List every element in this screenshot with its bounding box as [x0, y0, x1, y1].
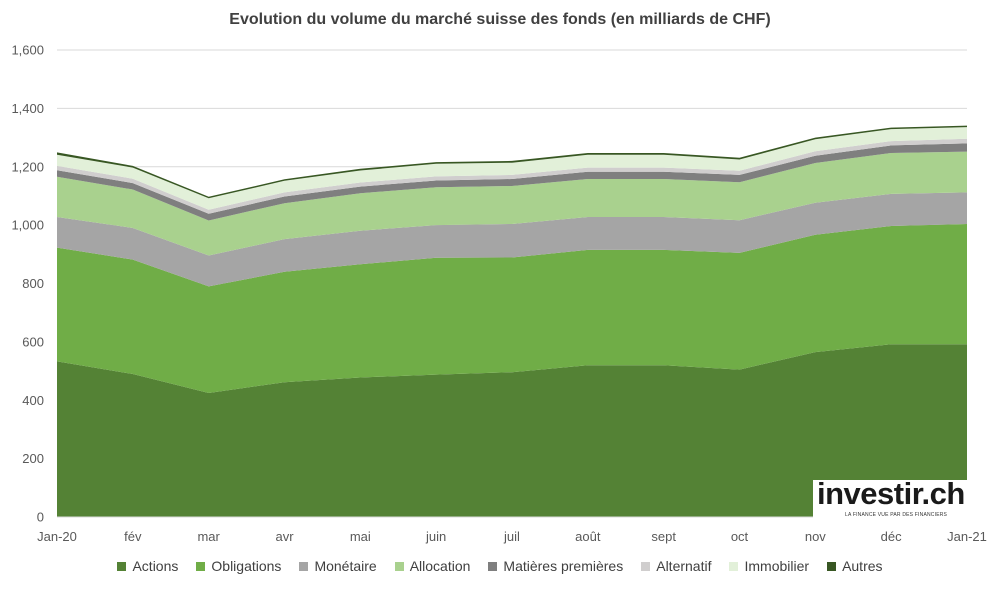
legend-item: Immobilier — [729, 558, 809, 574]
legend-item: Monétaire — [299, 558, 377, 574]
legend-swatch — [196, 561, 206, 571]
legend-item: Matières premières — [488, 558, 623, 574]
y-tick-label: 1,000 — [11, 218, 44, 233]
area-actions — [57, 344, 967, 517]
legend-item: Autres — [827, 558, 883, 574]
legend-label: Obligations — [211, 558, 282, 574]
area-alternatif — [57, 138, 967, 214]
legend-swatch — [117, 561, 127, 571]
x-tick-label: mar — [197, 529, 220, 544]
x-tick-label: mai — [350, 529, 371, 544]
x-tick-label: juil — [503, 529, 520, 544]
y-tick-label: 0 — [37, 510, 44, 525]
x-axis-ticks: Jan-20 fév mar avr mai juin juil août sept oct nov… — [37, 529, 987, 544]
legend-item: Alternatif — [641, 558, 711, 574]
area-immobilier — [57, 127, 967, 210]
logo-tagline: LA FINANCE VUE PAR DES FINANCIERS — [845, 512, 948, 518]
x-tick-label: oct — [731, 529, 749, 544]
x-tick-label: déc — [881, 529, 902, 544]
legend-label: Immobilier — [744, 558, 810, 574]
legend-label: Monétaire — [314, 558, 377, 574]
legend-label: Matières premières — [503, 558, 624, 574]
legend-item: Actions — [117, 558, 178, 574]
y-tick-label: 1,600 — [11, 43, 44, 58]
legend-swatch — [729, 561, 739, 571]
legend-item: Allocation — [394, 558, 471, 574]
y-tick-label: 400 — [22, 393, 44, 408]
x-tick-label: juin — [425, 529, 446, 544]
area-mati-res-premi-res — [57, 143, 967, 221]
legend-label: Autres — [842, 558, 883, 574]
legend-swatch — [299, 561, 309, 571]
area-mon-taire — [57, 192, 967, 287]
x-tick-label: Jan-20 — [37, 529, 77, 544]
legend-item: Obligations — [196, 558, 281, 574]
y-tick-label: 1,400 — [11, 101, 44, 116]
area-obligations — [57, 224, 967, 393]
legend-swatch — [827, 561, 837, 571]
y-tick-label: 200 — [22, 451, 44, 466]
y-tick-label: 600 — [22, 334, 44, 349]
area-autres — [57, 125, 967, 199]
legend-label: Actions — [132, 558, 179, 574]
legend: Actions Obligations Monétaire Allocation Mat… — [0, 558, 1000, 574]
area-layers — [57, 125, 967, 517]
x-tick-label: fév — [124, 529, 142, 544]
y-tick-label: 800 — [22, 276, 44, 291]
area-allocation — [57, 151, 967, 256]
legend-swatch — [394, 561, 404, 571]
y-tick-label: 1,200 — [11, 159, 44, 174]
y-axis-ticks: 0 200 400 600 800 1,000 1,200 1,400 1,600 — [11, 43, 44, 525]
x-tick-label: sept — [651, 529, 676, 544]
chart-title: Evolution du volume du marché suisse des… — [229, 11, 771, 28]
x-tick-label: avr — [275, 529, 294, 544]
legend-label: Alternatif — [656, 558, 712, 574]
x-tick-label: août — [575, 529, 601, 544]
investir-logo: investir.ch LA FINANCE VUE PAR DES FINAN… — [813, 476, 973, 520]
legend-swatch — [641, 561, 651, 571]
legend-swatch — [488, 561, 498, 571]
x-tick-label: nov — [805, 529, 826, 544]
logo-wordmark: investir.ch — [817, 476, 965, 511]
x-tick-label: Jan-21 — [947, 529, 987, 544]
legend-label: Allocation — [409, 558, 471, 574]
